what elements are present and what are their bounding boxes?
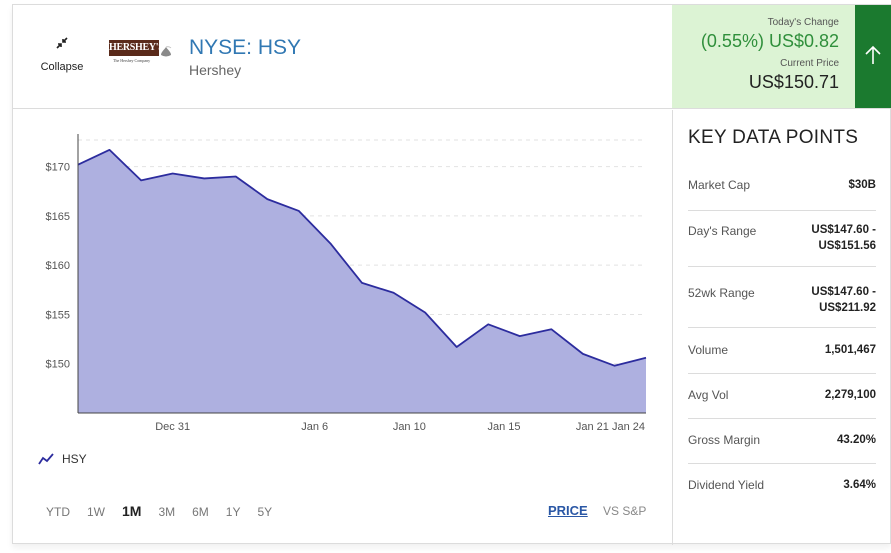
x-tick-label: Jan 10 <box>393 421 426 433</box>
series-area-hsy <box>78 149 646 413</box>
key-data-label: Market Cap <box>688 178 751 192</box>
key-data-value: 43.20% <box>836 434 876 446</box>
key-data-value: US$147.60 - US$151.56 <box>811 224 876 252</box>
key-data-row: Dividend Yield 3.64% <box>688 464 876 509</box>
key-data-value: $30B <box>848 179 877 191</box>
price-panel: Today's Change (0.55%) US$0.82 Current P… <box>672 5 855 108</box>
x-tick-label: Jan 21 <box>576 421 609 433</box>
range-6m[interactable]: 6M <box>192 505 209 519</box>
price-chart-svg: $150 $155 $160 $165 $170 Dec 31 Jan 6 Jan 10 Jan… <box>46 134 647 433</box>
key-data-value: 3.64% <box>843 479 876 491</box>
collapse-label: Collapse <box>40 61 84 73</box>
collapse-icon <box>56 37 68 49</box>
mode-vs-sp-tab[interactable]: VS S&P <box>603 504 647 518</box>
y-tick-label: $160 <box>46 260 70 272</box>
key-data-row: Volume 1,501,467 <box>688 328 876 374</box>
key-data-value: 2,279,100 <box>824 389 876 401</box>
change-value: (0.55%) US$0.82 <box>700 31 839 51</box>
trend-line-icon <box>38 453 54 465</box>
price-direction-indicator <box>855 5 891 108</box>
collapse-button[interactable]: Collapse <box>35 33 89 73</box>
company-name: Hershey <box>189 62 242 78</box>
key-data-label: Avg Vol <box>688 388 729 402</box>
range-selector: YTD 1W 1M 3M 6M 1Y 5Y <box>46 503 289 519</box>
key-data-title: KEY DATA POINTS <box>688 127 859 148</box>
range-5y[interactable]: 5Y <box>257 505 273 519</box>
stock-card: Collapse HERSHEY'S The Hershey Company N… <box>12 4 891 545</box>
logo-kiss-icon <box>161 46 172 57</box>
series-line-hsy <box>77 148 647 367</box>
chart-legend: HSY <box>38 452 87 466</box>
price-chart: $150 $155 $160 $165 $170 Dec 31 Jan 6 Jan 10 Jan… <box>13 110 672 545</box>
logo-subtext: The Hershey Company <box>113 58 151 63</box>
x-tick-label: Jan 24 <box>612 421 645 433</box>
key-data-row: Market Cap $30B <box>688 165 876 211</box>
key-data-label: Day's Range <box>688 224 757 238</box>
range-1w[interactable]: 1W <box>87 505 105 519</box>
key-data-row: Avg Vol 2,279,100 <box>688 374 876 419</box>
y-tick-label: $170 <box>46 162 70 174</box>
x-tick-label: Jan 15 <box>487 421 520 433</box>
key-data-value: US$147.60 - US$211.92 <box>811 286 876 314</box>
range-1m[interactable]: 1M <box>122 503 142 519</box>
current-price-value: US$150.71 <box>748 72 839 92</box>
x-tick-label: Dec 31 <box>155 421 190 433</box>
range-ytd[interactable]: YTD <box>46 505 70 519</box>
mode-price-tab[interactable]: PRICE <box>548 503 588 518</box>
key-data-label: Dividend Yield <box>688 478 765 492</box>
key-data-row: Day's Range US$147.60 - US$151.56 <box>688 211 876 267</box>
y-tick-label: $165 <box>46 211 70 223</box>
y-tick-label: $150 <box>46 359 70 371</box>
current-price-label: Current Price <box>780 58 839 69</box>
logo-wordmark: HERSHEY'S <box>109 40 164 56</box>
key-data-row: Gross Margin 43.20% <box>688 419 876 464</box>
stock-header: Collapse HERSHEY'S The Hershey Company N… <box>13 5 891 109</box>
arrow-up-icon <box>865 45 881 64</box>
change-label: Today's Change <box>767 17 839 28</box>
range-1y[interactable]: 1Y <box>225 505 241 519</box>
panel-divider <box>672 110 673 545</box>
key-data-row: 52wk Range US$147.60 - US$211.92 <box>688 267 876 328</box>
company-logo: HERSHEY'S The Hershey Company <box>109 40 173 66</box>
x-tick-label: Jan 6 <box>301 421 328 433</box>
key-data-label: Gross Margin <box>688 433 761 447</box>
key-data-label: Volume <box>688 343 729 357</box>
y-tick-label: $155 <box>46 309 70 321</box>
legend-series-label: HSY <box>62 452 87 466</box>
ticker-symbol: NYSE: HSY <box>189 36 302 59</box>
key-data-panel: KEY DATA POINTS Market Cap $30B Day's Ra… <box>673 110 891 545</box>
range-3m[interactable]: 3M <box>158 505 176 519</box>
key-data-label: 52wk Range <box>688 286 755 300</box>
key-data-value: 1,501,467 <box>824 344 876 356</box>
